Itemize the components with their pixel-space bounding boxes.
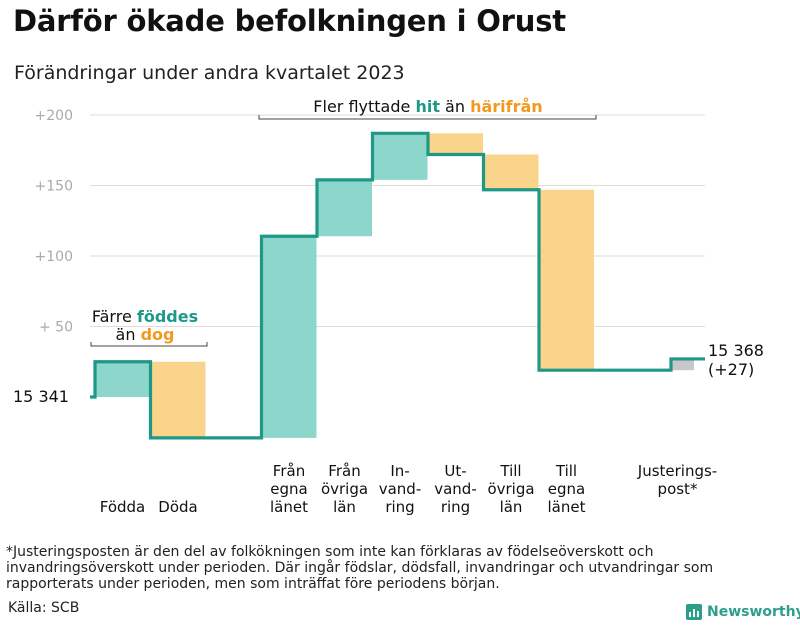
waterfall-bar [372, 133, 428, 180]
waterfall-bar [428, 133, 483, 155]
y-tick-label: +200 [35, 108, 73, 124]
waterfall-chart: + 50+100+150+200 Födda DödaFrånegnalänetF… [13, 97, 764, 516]
category-label: vand- [379, 480, 422, 498]
category-label: Justerings- [637, 462, 717, 480]
category-label: Ut- [444, 462, 466, 480]
y-tick-label: +150 [35, 179, 73, 195]
chart-subtitle: Förändringar under andra kvartalet 2023 [14, 62, 405, 84]
waterfall-bar [539, 189, 594, 371]
category-label: länet [270, 498, 308, 516]
category-label: In- [390, 462, 409, 480]
category-label: vand- [434, 480, 477, 498]
annotation-moved-here: Fler flyttade hit än härifrån [313, 97, 542, 116]
category-label: län [333, 498, 356, 516]
category-label: länet [548, 498, 586, 516]
brand: Newsworthy [686, 604, 800, 620]
category-label: Döda [158, 498, 197, 516]
category-label: Till [499, 462, 521, 480]
waterfall-bar [317, 179, 372, 237]
waterfall-bar [483, 154, 539, 190]
annotation-bracket-top [258, 115, 597, 120]
annotation-bracket-left [90, 342, 208, 347]
cumulative-line [90, 131, 705, 440]
brand-name: Newsworthy [707, 604, 800, 620]
category-label: län [500, 498, 523, 516]
end-value-label: 15 368 [708, 341, 764, 360]
newsworthy-logo-icon [686, 604, 702, 620]
category-label: övriga [321, 480, 368, 498]
waterfall-bar [95, 361, 150, 397]
source-note: Källa: SCB [8, 600, 80, 616]
annotation-than-died: än dog [116, 325, 175, 344]
start-value-label: 15 341 [13, 387, 69, 406]
category-label: ring [385, 498, 414, 516]
y-tick-label: + 50 [39, 320, 73, 336]
category-label: övriga [487, 480, 534, 498]
category-label: egna [548, 480, 585, 498]
footnote: *Justeringsposten är den del av folkökni… [6, 544, 714, 592]
category-label: Från [328, 462, 360, 480]
y-tick-label: +100 [35, 249, 73, 265]
waterfall-bar [261, 236, 317, 438]
category-label: Födda [100, 498, 146, 516]
annotation-fewer-born: Färre föddes [92, 307, 198, 326]
chart-title: Därför ökade befolkningen i Orust [13, 4, 566, 38]
category-label: ring [441, 498, 470, 516]
category-label: Till [555, 462, 577, 480]
category-label: post* [658, 480, 698, 498]
category-label: egna [270, 480, 307, 498]
waterfall-bar [671, 358, 694, 371]
waterfall-bar [150, 361, 206, 438]
end-change-label: (+27) [708, 360, 754, 379]
category-label: Från [273, 462, 305, 480]
